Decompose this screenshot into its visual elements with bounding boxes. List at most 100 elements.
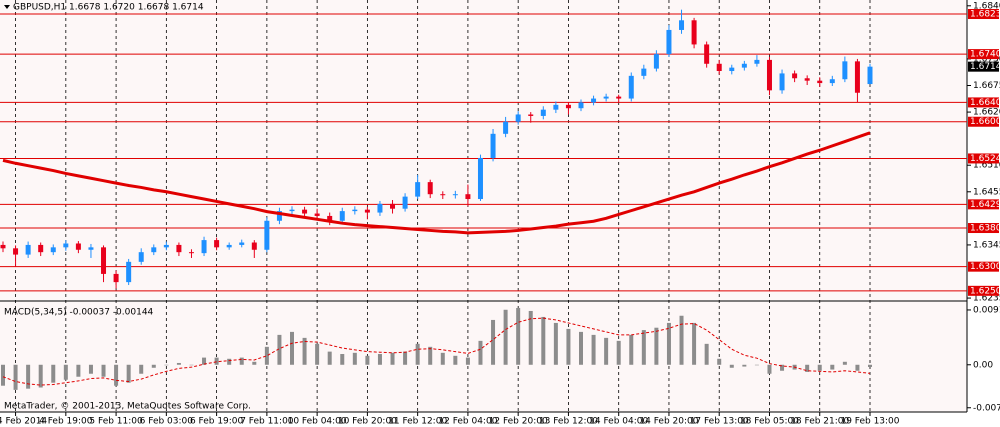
macd-bar — [327, 351, 332, 365]
macd-bar — [579, 331, 583, 365]
candle-body — [402, 196, 408, 209]
candle-body — [628, 75, 634, 99]
x-tick-label: 17 Feb 13:00 — [690, 417, 749, 427]
macd-bar — [453, 355, 458, 365]
macd-bar — [164, 364, 169, 366]
price-label-box — [968, 9, 999, 20]
candle-body — [578, 102, 584, 109]
macd-bar — [704, 343, 709, 365]
copyright: MetaTrader, © 2001-2013, MetaQuotes Soft… — [4, 402, 251, 412]
candle-body — [867, 66, 873, 85]
price-label: 1.6600 — [970, 117, 1000, 127]
macd-bar — [176, 362, 181, 365]
candle-body — [817, 80, 823, 84]
menu-arrow[interactable] — [4, 5, 10, 9]
macd-bar — [139, 364, 144, 374]
candle-body — [792, 73, 798, 79]
candle-body — [540, 109, 546, 116]
macd-bar — [855, 364, 860, 371]
macd-bar — [390, 352, 395, 365]
candle-body — [339, 211, 345, 221]
candle-body — [13, 248, 19, 255]
macd-bar — [415, 343, 420, 365]
candle-body — [591, 98, 597, 103]
x-tick-label: 7 Feb 11:00 — [240, 417, 294, 427]
candle-body — [766, 59, 772, 91]
last-price-label: 1.6714 — [970, 62, 1000, 72]
y-tick-label: 1.6455 — [973, 187, 1000, 197]
candle-body — [50, 247, 56, 253]
macd-bar — [76, 364, 81, 377]
y-tick-label: -0.00719 — [973, 403, 1000, 413]
candle-body — [729, 67, 735, 72]
last-price-box — [968, 61, 999, 72]
macd-bar — [528, 310, 533, 365]
candle-body — [691, 20, 697, 45]
candle-body — [490, 133, 496, 158]
candle-body — [666, 29, 672, 55]
macd-bar — [126, 364, 131, 383]
x-tick-label: 10 Feb 20:00 — [338, 417, 397, 427]
candle-body — [653, 54, 659, 69]
x-tick-label: 13 Feb 12:00 — [539, 417, 598, 427]
macd-bar — [805, 364, 810, 372]
macd-bar — [868, 364, 872, 367]
x-tick-label: 10 Feb 04:00 — [288, 417, 347, 427]
y-tick-label: 1.6510 — [973, 161, 1000, 171]
y-tick-label: 1.6675 — [973, 81, 1000, 91]
y-tick-label: 1.6730 — [973, 54, 1000, 64]
candle-body — [251, 242, 257, 250]
macd-bar — [780, 364, 785, 371]
candle-body — [704, 44, 710, 64]
macd-bar — [553, 322, 558, 365]
macd-bar — [1, 364, 5, 386]
candle-body — [452, 194, 458, 196]
candle-body — [754, 59, 760, 64]
candle-body — [88, 247, 94, 250]
candle-body — [515, 114, 521, 122]
candle-body — [565, 104, 571, 109]
price-label: 1.6300 — [970, 262, 1000, 272]
macd-bar — [679, 315, 684, 365]
macd-bar — [767, 364, 772, 374]
candle-body — [415, 182, 421, 197]
candle-body — [390, 203, 396, 209]
y-tick-label: 1.6345 — [973, 240, 1000, 250]
macd-bar — [202, 357, 207, 365]
candle-body — [63, 243, 69, 248]
macd-bar — [616, 340, 621, 365]
macd-bar — [51, 364, 56, 383]
candle-body — [151, 247, 157, 253]
macd-bar — [478, 340, 483, 365]
x-tick-label: 6 Feb 19:00 — [190, 417, 244, 427]
price-label-box — [968, 223, 999, 234]
macd-bar — [38, 364, 43, 388]
moving-average — [2, 131, 871, 235]
plot-background — [0, 0, 967, 412]
x-tick-label: 14 Feb 04:00 — [589, 417, 648, 427]
price-label-box — [968, 116, 999, 127]
macd-bar — [63, 364, 68, 380]
macd-bar — [377, 354, 382, 365]
x-tick-label: 6 Feb 03:00 — [140, 417, 194, 427]
x-tick-label: 4 Feb 19:00 — [39, 417, 93, 427]
macd-bar — [591, 334, 596, 365]
price-label-box — [968, 49, 999, 60]
candle-body — [0, 244, 6, 249]
candle-body — [314, 213, 320, 216]
price-label: 1.6524 — [970, 154, 1000, 164]
macd-bar — [566, 328, 571, 365]
candle-body — [465, 194, 471, 200]
x-tick-label: 12 Feb 20:00 — [489, 417, 548, 427]
price-label: 1.6250 — [970, 286, 1000, 296]
candle-body — [779, 73, 785, 91]
candle-body — [25, 244, 31, 255]
candle-body — [138, 252, 144, 262]
x-tick-label: 14 Feb 20:00 — [639, 417, 698, 427]
macd-bar — [654, 327, 659, 365]
macd-bar — [830, 364, 835, 370]
macd-bar — [277, 334, 282, 365]
x-tick-label: 11 Feb 12:00 — [388, 417, 447, 427]
macd-bar — [491, 319, 496, 365]
candle-body — [264, 220, 270, 250]
